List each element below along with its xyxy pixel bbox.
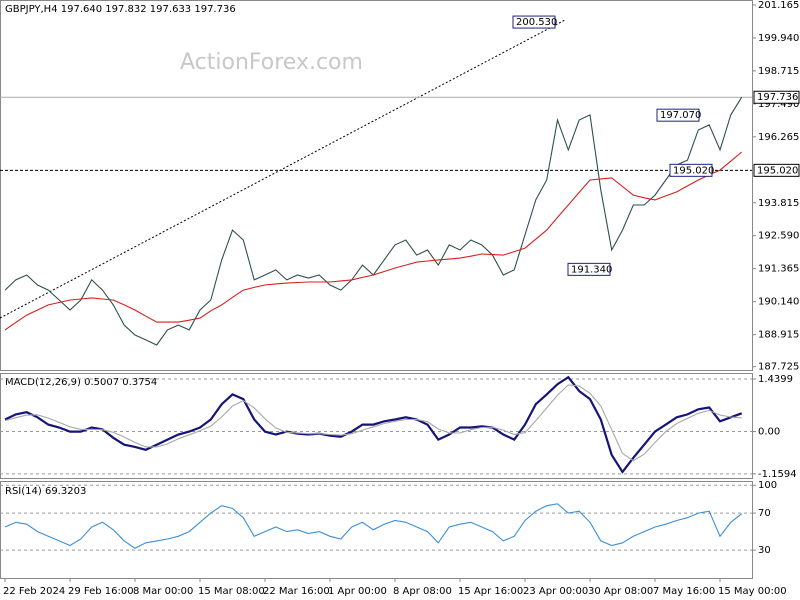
y-tick-label: 0.00	[758, 427, 780, 438]
y-tick-label: 192.590	[758, 231, 799, 242]
x-tick-label: 22 Mar 16:00	[263, 586, 330, 597]
x-tick-label: 15 May 00:00	[718, 586, 787, 597]
y-tick-label: -1.1594	[758, 469, 797, 480]
level-label: 197.736	[757, 92, 798, 103]
x-tick-label: 8 Mar 00:00	[133, 586, 193, 597]
series-line	[4, 503, 743, 549]
y-tick-label: 201.165	[758, 0, 799, 11]
x-tick-label: 30 Apr 08:00	[588, 586, 653, 597]
rsi-panel	[0, 481, 753, 579]
annotation-box	[567, 262, 611, 276]
annotation-box	[669, 163, 713, 177]
y-tick-label: 100	[758, 480, 777, 491]
annotation-label: 195.020	[673, 165, 714, 176]
x-tick-label: 23 Apr 00:00	[523, 586, 588, 597]
series-line	[4, 375, 743, 474]
x-tick-label: 15 Apr 16:00	[458, 586, 523, 597]
y-tick-label: 190.140	[758, 297, 799, 308]
x-tick-label: 22 Feb 2024	[3, 586, 65, 597]
level-label-box	[753, 163, 800, 177]
y-tick-label: 191.365	[758, 264, 799, 275]
macd-panel	[0, 373, 753, 479]
y-tick-label: 199.940	[758, 33, 799, 44]
series-line	[4, 151, 743, 331]
y-tick-label: 30	[758, 545, 771, 556]
level-label: 195.020	[757, 165, 798, 176]
x-tick-label: 29 Feb 16:00	[68, 586, 134, 597]
y-tick-label: 70	[758, 508, 771, 519]
annotation-label: 200.530	[516, 17, 557, 28]
x-tick-label: 15 Mar 08:00	[198, 586, 265, 597]
panel-title: GBPJPY,H4 197.640 197.832 197.633 197.73…	[5, 4, 236, 15]
trend-line	[0, 19, 566, 319]
y-tick-label: 196.265	[758, 132, 799, 143]
level-label-box	[753, 90, 800, 104]
annotation-box	[512, 15, 556, 29]
panel-title: RSI(14) 69.3203	[5, 486, 86, 497]
x-tick-label: 8 Apr 08:00	[393, 586, 452, 597]
panel-title: MACD(12,26,9) 0.5007 0.3754	[5, 377, 157, 388]
series-line	[4, 384, 742, 462]
y-tick-label: 1.4399	[758, 374, 793, 385]
annotation-label: 191.340	[571, 264, 612, 275]
watermark: ActionForex.com	[180, 50, 363, 75]
annotation-label: 197.070	[660, 110, 701, 121]
y-tick-label: 198.715	[758, 66, 799, 77]
y-tick-label: 187.725	[758, 362, 799, 373]
x-tick-label: 7 May 16:00	[653, 586, 715, 597]
y-tick-label: 193.815	[758, 198, 799, 209]
annotation-box	[656, 108, 700, 122]
y-tick-label: 197.490	[758, 99, 799, 110]
x-tick-label: 1 Apr 00:00	[328, 586, 387, 597]
y-tick-label: 188.915	[758, 330, 799, 341]
price-panel	[0, 0, 753, 371]
